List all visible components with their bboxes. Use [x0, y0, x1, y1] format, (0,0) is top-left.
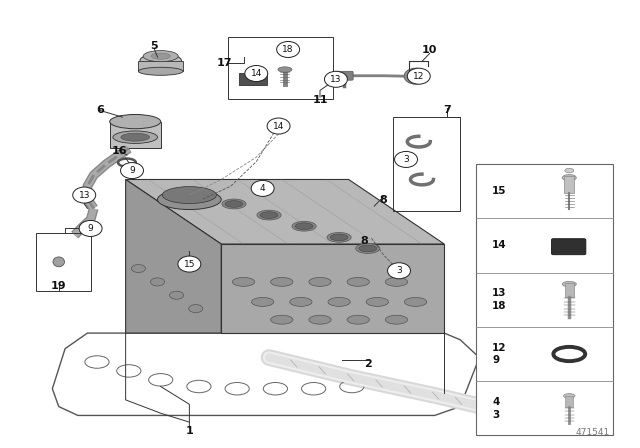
Ellipse shape [109, 115, 161, 129]
Ellipse shape [290, 297, 312, 306]
Text: 4
3: 4 3 [492, 397, 499, 419]
Text: 9: 9 [129, 166, 135, 175]
Ellipse shape [493, 402, 509, 419]
Circle shape [178, 256, 201, 272]
Text: 13: 13 [79, 190, 90, 199]
Ellipse shape [292, 221, 316, 231]
Circle shape [73, 187, 96, 203]
Text: 6: 6 [96, 105, 104, 116]
FancyBboxPatch shape [476, 164, 613, 435]
Polygon shape [138, 60, 183, 71]
Circle shape [79, 220, 102, 237]
Polygon shape [221, 244, 444, 333]
Ellipse shape [563, 281, 576, 287]
FancyBboxPatch shape [565, 283, 573, 297]
Text: 5: 5 [150, 41, 158, 51]
Polygon shape [125, 180, 221, 333]
Ellipse shape [565, 168, 573, 173]
Ellipse shape [330, 234, 348, 241]
Ellipse shape [385, 277, 408, 286]
Circle shape [404, 68, 427, 84]
Ellipse shape [356, 244, 380, 254]
Text: 16: 16 [111, 146, 127, 155]
Ellipse shape [151, 53, 170, 59]
Ellipse shape [404, 297, 427, 306]
Text: 14: 14 [273, 121, 284, 130]
Ellipse shape [189, 305, 203, 313]
Ellipse shape [170, 291, 184, 299]
Ellipse shape [140, 53, 181, 68]
Ellipse shape [278, 67, 292, 72]
Ellipse shape [260, 212, 278, 219]
Text: 17: 17 [217, 58, 232, 68]
Ellipse shape [143, 51, 178, 62]
Text: 19: 19 [51, 281, 67, 291]
Ellipse shape [327, 233, 351, 242]
Text: 2: 2 [364, 359, 372, 369]
Ellipse shape [366, 297, 388, 306]
Ellipse shape [157, 190, 221, 210]
Ellipse shape [309, 277, 331, 286]
Ellipse shape [359, 245, 377, 252]
Circle shape [407, 68, 430, 84]
Text: 4: 4 [260, 184, 266, 193]
Text: 3: 3 [396, 266, 402, 275]
Circle shape [394, 151, 417, 168]
Text: 15: 15 [184, 259, 195, 268]
Text: 12: 12 [413, 72, 424, 81]
Circle shape [267, 118, 290, 134]
Ellipse shape [222, 199, 246, 209]
Ellipse shape [295, 223, 313, 229]
Polygon shape [125, 180, 444, 244]
Ellipse shape [271, 315, 293, 324]
Circle shape [120, 163, 143, 179]
Text: 14: 14 [251, 69, 262, 78]
Ellipse shape [564, 394, 575, 398]
Ellipse shape [309, 315, 331, 324]
Polygon shape [109, 121, 161, 148]
Text: 8: 8 [380, 194, 388, 205]
Circle shape [245, 65, 268, 82]
Circle shape [324, 71, 348, 87]
Text: 15: 15 [492, 186, 506, 196]
Circle shape [251, 181, 274, 196]
Ellipse shape [347, 315, 369, 324]
Text: 471541: 471541 [576, 428, 610, 437]
Ellipse shape [347, 277, 369, 286]
Text: 9: 9 [88, 224, 93, 233]
FancyBboxPatch shape [566, 396, 573, 407]
Ellipse shape [113, 131, 157, 143]
Circle shape [388, 263, 410, 279]
Ellipse shape [271, 277, 293, 286]
Text: 10: 10 [422, 45, 437, 56]
Text: 8: 8 [361, 236, 369, 246]
FancyBboxPatch shape [552, 239, 586, 255]
Ellipse shape [563, 175, 576, 181]
FancyBboxPatch shape [239, 73, 267, 85]
Text: 13: 13 [330, 75, 342, 84]
FancyBboxPatch shape [335, 71, 353, 80]
Ellipse shape [257, 210, 281, 220]
Circle shape [276, 42, 300, 57]
Text: 7: 7 [444, 105, 451, 116]
Ellipse shape [252, 297, 274, 306]
Text: 18: 18 [282, 45, 294, 54]
Text: 1: 1 [186, 426, 193, 436]
Ellipse shape [225, 201, 243, 207]
Ellipse shape [53, 257, 65, 267]
Text: 11: 11 [312, 95, 328, 105]
Ellipse shape [385, 315, 408, 324]
Ellipse shape [163, 187, 216, 203]
Ellipse shape [150, 278, 164, 286]
Ellipse shape [121, 133, 150, 141]
Ellipse shape [138, 67, 183, 75]
Ellipse shape [232, 277, 255, 286]
Ellipse shape [328, 297, 350, 306]
Text: 3: 3 [403, 155, 409, 164]
FancyBboxPatch shape [564, 177, 574, 193]
Ellipse shape [131, 264, 145, 272]
Text: 12
9: 12 9 [492, 343, 506, 365]
Text: 13
18: 13 18 [492, 289, 506, 311]
Text: 14: 14 [492, 241, 507, 250]
